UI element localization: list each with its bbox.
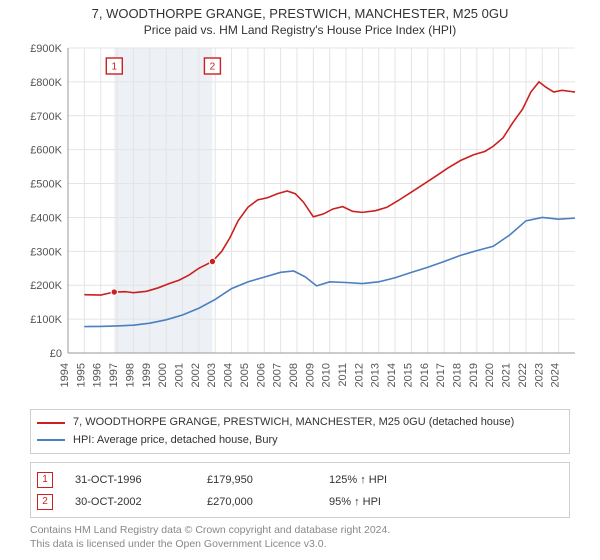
svg-text:2017: 2017 [435, 363, 447, 387]
legend-swatch [37, 439, 65, 441]
sale-date: 30-OCT-2002 [75, 491, 185, 513]
svg-text:2002: 2002 [190, 363, 202, 387]
svg-text:2000: 2000 [157, 363, 169, 387]
svg-text:2023: 2023 [533, 363, 545, 387]
legend-swatch [37, 422, 65, 424]
svg-text:1: 1 [112, 62, 118, 73]
svg-text:2003: 2003 [206, 363, 218, 387]
chart-title: 7, WOODTHORPE GRANGE, PRESTWICH, MANCHES… [0, 0, 600, 21]
sale-date: 31-OCT-1996 [75, 469, 185, 491]
sale-marker: 1 [37, 472, 53, 488]
svg-text:2012: 2012 [353, 363, 365, 387]
svg-text:2010: 2010 [321, 363, 333, 387]
svg-text:2022: 2022 [517, 363, 529, 387]
svg-text:2024: 2024 [550, 363, 562, 387]
legend-label: HPI: Average price, detached house, Bury [73, 432, 278, 450]
sale-row: 2 30-OCT-2002 £270,000 95% ↑ HPI [37, 491, 563, 513]
chart-svg: £0 £100K £200K £300K £400K £500K £600K £700K £80… [20, 43, 580, 403]
svg-text:£500K: £500K [30, 179, 62, 191]
svg-text:2013: 2013 [370, 363, 382, 387]
svg-text:2015: 2015 [402, 363, 414, 387]
sale-marker: 2 [37, 494, 53, 510]
svg-text:2020: 2020 [484, 363, 496, 387]
sale-price: £179,950 [207, 469, 307, 491]
svg-text:1995: 1995 [75, 363, 87, 387]
footer-line: Contains HM Land Registry data © Crown c… [30, 524, 570, 538]
sale-vs-hpi: 95% ↑ HPI [329, 491, 381, 513]
svg-text:2004: 2004 [223, 363, 235, 387]
svg-text:2021: 2021 [501, 363, 513, 387]
chart-area: £0 £100K £200K £300K £400K £500K £600K £700K £80… [20, 43, 580, 403]
svg-text:1997: 1997 [108, 363, 120, 387]
svg-text:2: 2 [210, 62, 216, 73]
footer-line: This data is licensed under the Open Gov… [30, 538, 570, 552]
chart-subtitle: Price paid vs. HM Land Registry's House … [0, 21, 600, 43]
container: 7, WOODTHORPE GRANGE, PRESTWICH, MANCHES… [0, 0, 600, 551]
svg-text:£300K: £300K [30, 246, 62, 258]
svg-text:1994: 1994 [59, 363, 71, 387]
svg-text:£100K: £100K [30, 314, 62, 326]
svg-text:2007: 2007 [272, 363, 284, 387]
svg-text:2011: 2011 [337, 363, 349, 387]
svg-text:£600K: £600K [30, 145, 62, 157]
svg-text:£200K: £200K [30, 280, 62, 292]
svg-text:£700K: £700K [30, 111, 62, 123]
sale-price: £270,000 [207, 491, 307, 513]
svg-text:£400K: £400K [30, 212, 62, 224]
svg-text:£800K: £800K [30, 77, 62, 89]
svg-text:2005: 2005 [239, 363, 251, 387]
sales-table: 1 31-OCT-1996 £179,950 125% ↑ HPI 2 30-O… [30, 462, 570, 518]
svg-text:1999: 1999 [141, 363, 153, 387]
svg-text:1996: 1996 [92, 363, 104, 387]
svg-text:£900K: £900K [30, 43, 62, 55]
footer: Contains HM Land Registry data © Crown c… [30, 524, 570, 551]
svg-text:2016: 2016 [419, 363, 431, 387]
svg-text:2008: 2008 [288, 363, 300, 387]
legend-item: HPI: Average price, detached house, Bury [37, 432, 563, 450]
sale-vs-hpi: 125% ↑ HPI [329, 469, 387, 491]
svg-text:2006: 2006 [255, 363, 267, 387]
svg-text:2018: 2018 [452, 363, 464, 387]
svg-text:2009: 2009 [304, 363, 316, 387]
legend-item: 7, WOODTHORPE GRANGE, PRESTWICH, MANCHES… [37, 414, 563, 432]
svg-text:£0: £0 [50, 348, 62, 360]
svg-text:2014: 2014 [386, 363, 398, 387]
legend: 7, WOODTHORPE GRANGE, PRESTWICH, MANCHES… [30, 409, 570, 454]
svg-text:2019: 2019 [468, 363, 480, 387]
svg-text:1998: 1998 [124, 363, 136, 387]
svg-text:2001: 2001 [173, 363, 185, 387]
legend-label: 7, WOODTHORPE GRANGE, PRESTWICH, MANCHES… [73, 414, 514, 432]
sale-row: 1 31-OCT-1996 £179,950 125% ↑ HPI [37, 469, 563, 491]
